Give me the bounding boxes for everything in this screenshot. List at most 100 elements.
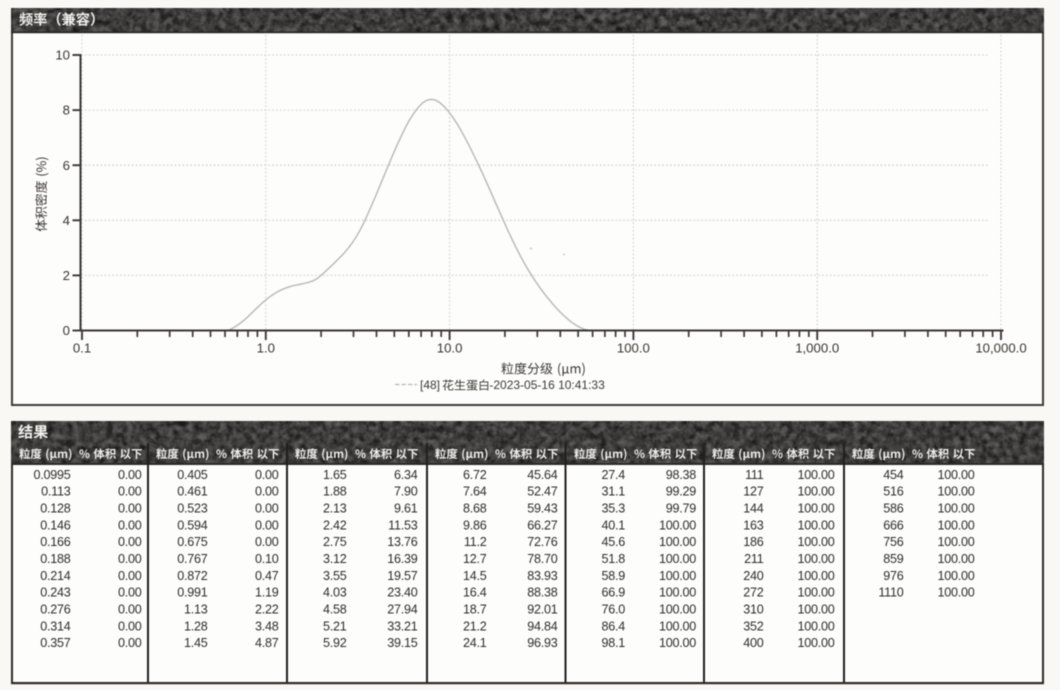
svg-text:100.00: 100.00 <box>937 502 974 516</box>
svg-text:78.70: 78.70 <box>527 552 558 566</box>
svg-text:8.68: 8.68 <box>463 502 487 516</box>
svg-text:2.13: 2.13 <box>323 502 347 516</box>
svg-text:0: 0 <box>63 323 70 338</box>
svg-text:100.00: 100.00 <box>937 468 974 482</box>
svg-text:45.6: 45.6 <box>601 535 625 549</box>
svg-text:1.45: 1.45 <box>184 636 208 650</box>
svg-text:16.4: 16.4 <box>463 586 487 600</box>
svg-text:100.00: 100.00 <box>659 518 696 532</box>
svg-text:0.128: 0.128 <box>40 502 71 516</box>
svg-text:10.0: 10.0 <box>437 341 463 356</box>
svg-text:40.1: 40.1 <box>601 518 625 532</box>
svg-text:400: 400 <box>743 636 764 650</box>
svg-text:127: 127 <box>743 485 764 499</box>
svg-text:100.00: 100.00 <box>937 552 974 566</box>
svg-text:100.00: 100.00 <box>797 535 834 549</box>
svg-text:14.5: 14.5 <box>463 569 487 583</box>
svg-text:0.872: 0.872 <box>177 569 208 583</box>
svg-text:0.314: 0.314 <box>40 619 71 633</box>
svg-text:31.1: 31.1 <box>601 485 625 499</box>
svg-text:0.00: 0.00 <box>118 518 142 532</box>
svg-text:0.461: 0.461 <box>177 485 208 499</box>
svg-text:96.93: 96.93 <box>527 636 558 650</box>
svg-text:100.00: 100.00 <box>797 468 834 482</box>
svg-text:0.00: 0.00 <box>118 502 142 516</box>
svg-text:27.4: 27.4 <box>601 468 625 482</box>
svg-text:59.43: 59.43 <box>527 502 558 516</box>
svg-text:11.2: 11.2 <box>464 535 487 549</box>
svg-text:2.22: 2.22 <box>255 603 279 617</box>
svg-text:100.00: 100.00 <box>659 586 696 600</box>
svg-text:13.76: 13.76 <box>387 535 418 549</box>
svg-text:7.90: 7.90 <box>394 485 418 499</box>
svg-text:1.88: 1.88 <box>323 485 347 499</box>
svg-text:0.357: 0.357 <box>40 636 71 650</box>
svg-text:1.65: 1.65 <box>323 468 347 482</box>
svg-text:2: 2 <box>63 268 70 283</box>
svg-text:0.0995: 0.0995 <box>33 468 70 482</box>
svg-text:0.405: 0.405 <box>177 468 208 482</box>
svg-text:51.8: 51.8 <box>601 552 625 566</box>
svg-text:0.47: 0.47 <box>255 569 279 583</box>
svg-text:72.76: 72.76 <box>527 535 558 549</box>
svg-text:0.00: 0.00 <box>255 502 279 516</box>
svg-text:3.55: 3.55 <box>323 569 347 583</box>
svg-text:21.2: 21.2 <box>463 619 487 633</box>
svg-text:3.48: 3.48 <box>255 619 279 633</box>
svg-text:0.00: 0.00 <box>118 468 142 482</box>
svg-text:100.00: 100.00 <box>659 636 696 650</box>
svg-text:4: 4 <box>63 213 70 228</box>
svg-text:100.00: 100.00 <box>797 569 834 583</box>
svg-text:98.38: 98.38 <box>666 468 697 482</box>
svg-text:100.00: 100.00 <box>797 603 834 617</box>
svg-text:100.00: 100.00 <box>659 603 696 617</box>
svg-text:144: 144 <box>743 502 764 516</box>
svg-text:976: 976 <box>883 569 904 583</box>
svg-text:18.7: 18.7 <box>463 603 487 617</box>
svg-text:16.39: 16.39 <box>387 552 418 566</box>
svg-text:163: 163 <box>743 518 764 532</box>
svg-text:39.15: 39.15 <box>387 636 418 650</box>
svg-text:586: 586 <box>883 502 904 516</box>
svg-text:9.86: 9.86 <box>463 518 487 532</box>
svg-text:352: 352 <box>743 619 764 633</box>
svg-text:0.00: 0.00 <box>118 535 142 549</box>
svg-text:100.00: 100.00 <box>937 569 974 583</box>
svg-text:76.0: 76.0 <box>601 603 625 617</box>
svg-text:454: 454 <box>883 468 904 482</box>
svg-text:0.00: 0.00 <box>118 603 142 617</box>
svg-text:6.34: 6.34 <box>394 468 418 482</box>
svg-text:4.03: 4.03 <box>323 586 347 600</box>
svg-text:272: 272 <box>743 586 764 600</box>
svg-text:0.00: 0.00 <box>255 518 279 532</box>
svg-text:52.47: 52.47 <box>527 485 558 499</box>
svg-text:88.38: 88.38 <box>527 586 558 600</box>
svg-text:0.276: 0.276 <box>40 603 71 617</box>
svg-text:66.9: 66.9 <box>601 586 625 600</box>
svg-text:0.1: 0.1 <box>73 341 91 356</box>
svg-text:45.64: 45.64 <box>527 468 558 482</box>
svg-text:100.00: 100.00 <box>797 518 834 532</box>
svg-text:0.214: 0.214 <box>40 569 71 583</box>
svg-text:98.1: 98.1 <box>601 636 625 650</box>
svg-text:92.01: 92.01 <box>527 603 558 617</box>
svg-text:27.94: 27.94 <box>387 603 418 617</box>
svg-text:100.00: 100.00 <box>797 586 834 600</box>
svg-text:23.40: 23.40 <box>387 586 418 600</box>
svg-text:859: 859 <box>883 552 904 566</box>
svg-text:0.767: 0.767 <box>177 552 208 566</box>
svg-text:0.188: 0.188 <box>40 552 71 566</box>
svg-text:0.00: 0.00 <box>255 535 279 549</box>
svg-text:99.79: 99.79 <box>666 502 697 516</box>
svg-text:310: 310 <box>743 603 764 617</box>
svg-text:1,000.0: 1,000.0 <box>795 341 839 356</box>
svg-text:100.0: 100.0 <box>617 341 650 356</box>
svg-text:0.166: 0.166 <box>40 535 71 549</box>
svg-text:7.64: 7.64 <box>463 485 487 499</box>
svg-text:6: 6 <box>63 158 70 173</box>
svg-text:10,000.0: 10,000.0 <box>975 341 1026 356</box>
svg-text:0.243: 0.243 <box>40 586 71 600</box>
svg-text:0.10: 0.10 <box>255 552 279 566</box>
svg-text:12.7: 12.7 <box>463 552 487 566</box>
svg-text:666: 666 <box>883 518 904 532</box>
